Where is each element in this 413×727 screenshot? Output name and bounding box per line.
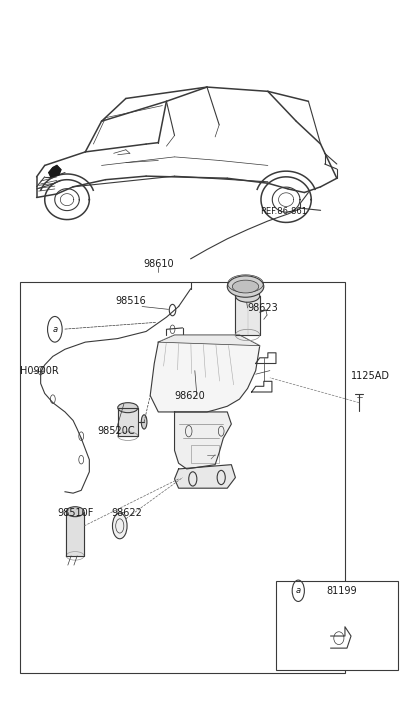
Text: a: a bbox=[295, 586, 300, 595]
Text: 98510F: 98510F bbox=[57, 508, 93, 518]
Polygon shape bbox=[158, 335, 259, 345]
Ellipse shape bbox=[66, 507, 84, 517]
Ellipse shape bbox=[117, 403, 138, 413]
Ellipse shape bbox=[235, 289, 259, 302]
Polygon shape bbox=[174, 412, 231, 469]
Text: 81199: 81199 bbox=[326, 586, 356, 595]
Polygon shape bbox=[174, 465, 235, 489]
Ellipse shape bbox=[232, 280, 258, 293]
Polygon shape bbox=[235, 296, 259, 335]
Text: 98610: 98610 bbox=[142, 259, 173, 269]
Ellipse shape bbox=[227, 276, 263, 297]
Text: 98620: 98620 bbox=[174, 390, 205, 401]
Text: 98622: 98622 bbox=[112, 508, 142, 518]
Polygon shape bbox=[117, 408, 138, 436]
Bar bbox=[190, 446, 218, 463]
Text: H0900R: H0900R bbox=[20, 366, 59, 376]
Polygon shape bbox=[150, 335, 259, 412]
Bar bbox=[275, 581, 397, 670]
Text: a: a bbox=[52, 325, 57, 334]
Polygon shape bbox=[49, 166, 61, 177]
Polygon shape bbox=[66, 512, 84, 556]
Text: REF.86-861: REF.86-861 bbox=[259, 206, 306, 215]
Ellipse shape bbox=[141, 415, 147, 429]
Circle shape bbox=[112, 513, 127, 539]
Text: 98520C: 98520C bbox=[97, 426, 135, 436]
Text: 98516: 98516 bbox=[115, 296, 146, 306]
Text: 98623: 98623 bbox=[247, 303, 278, 313]
Text: 1125AD: 1125AD bbox=[350, 371, 389, 381]
Bar bbox=[20, 281, 344, 673]
